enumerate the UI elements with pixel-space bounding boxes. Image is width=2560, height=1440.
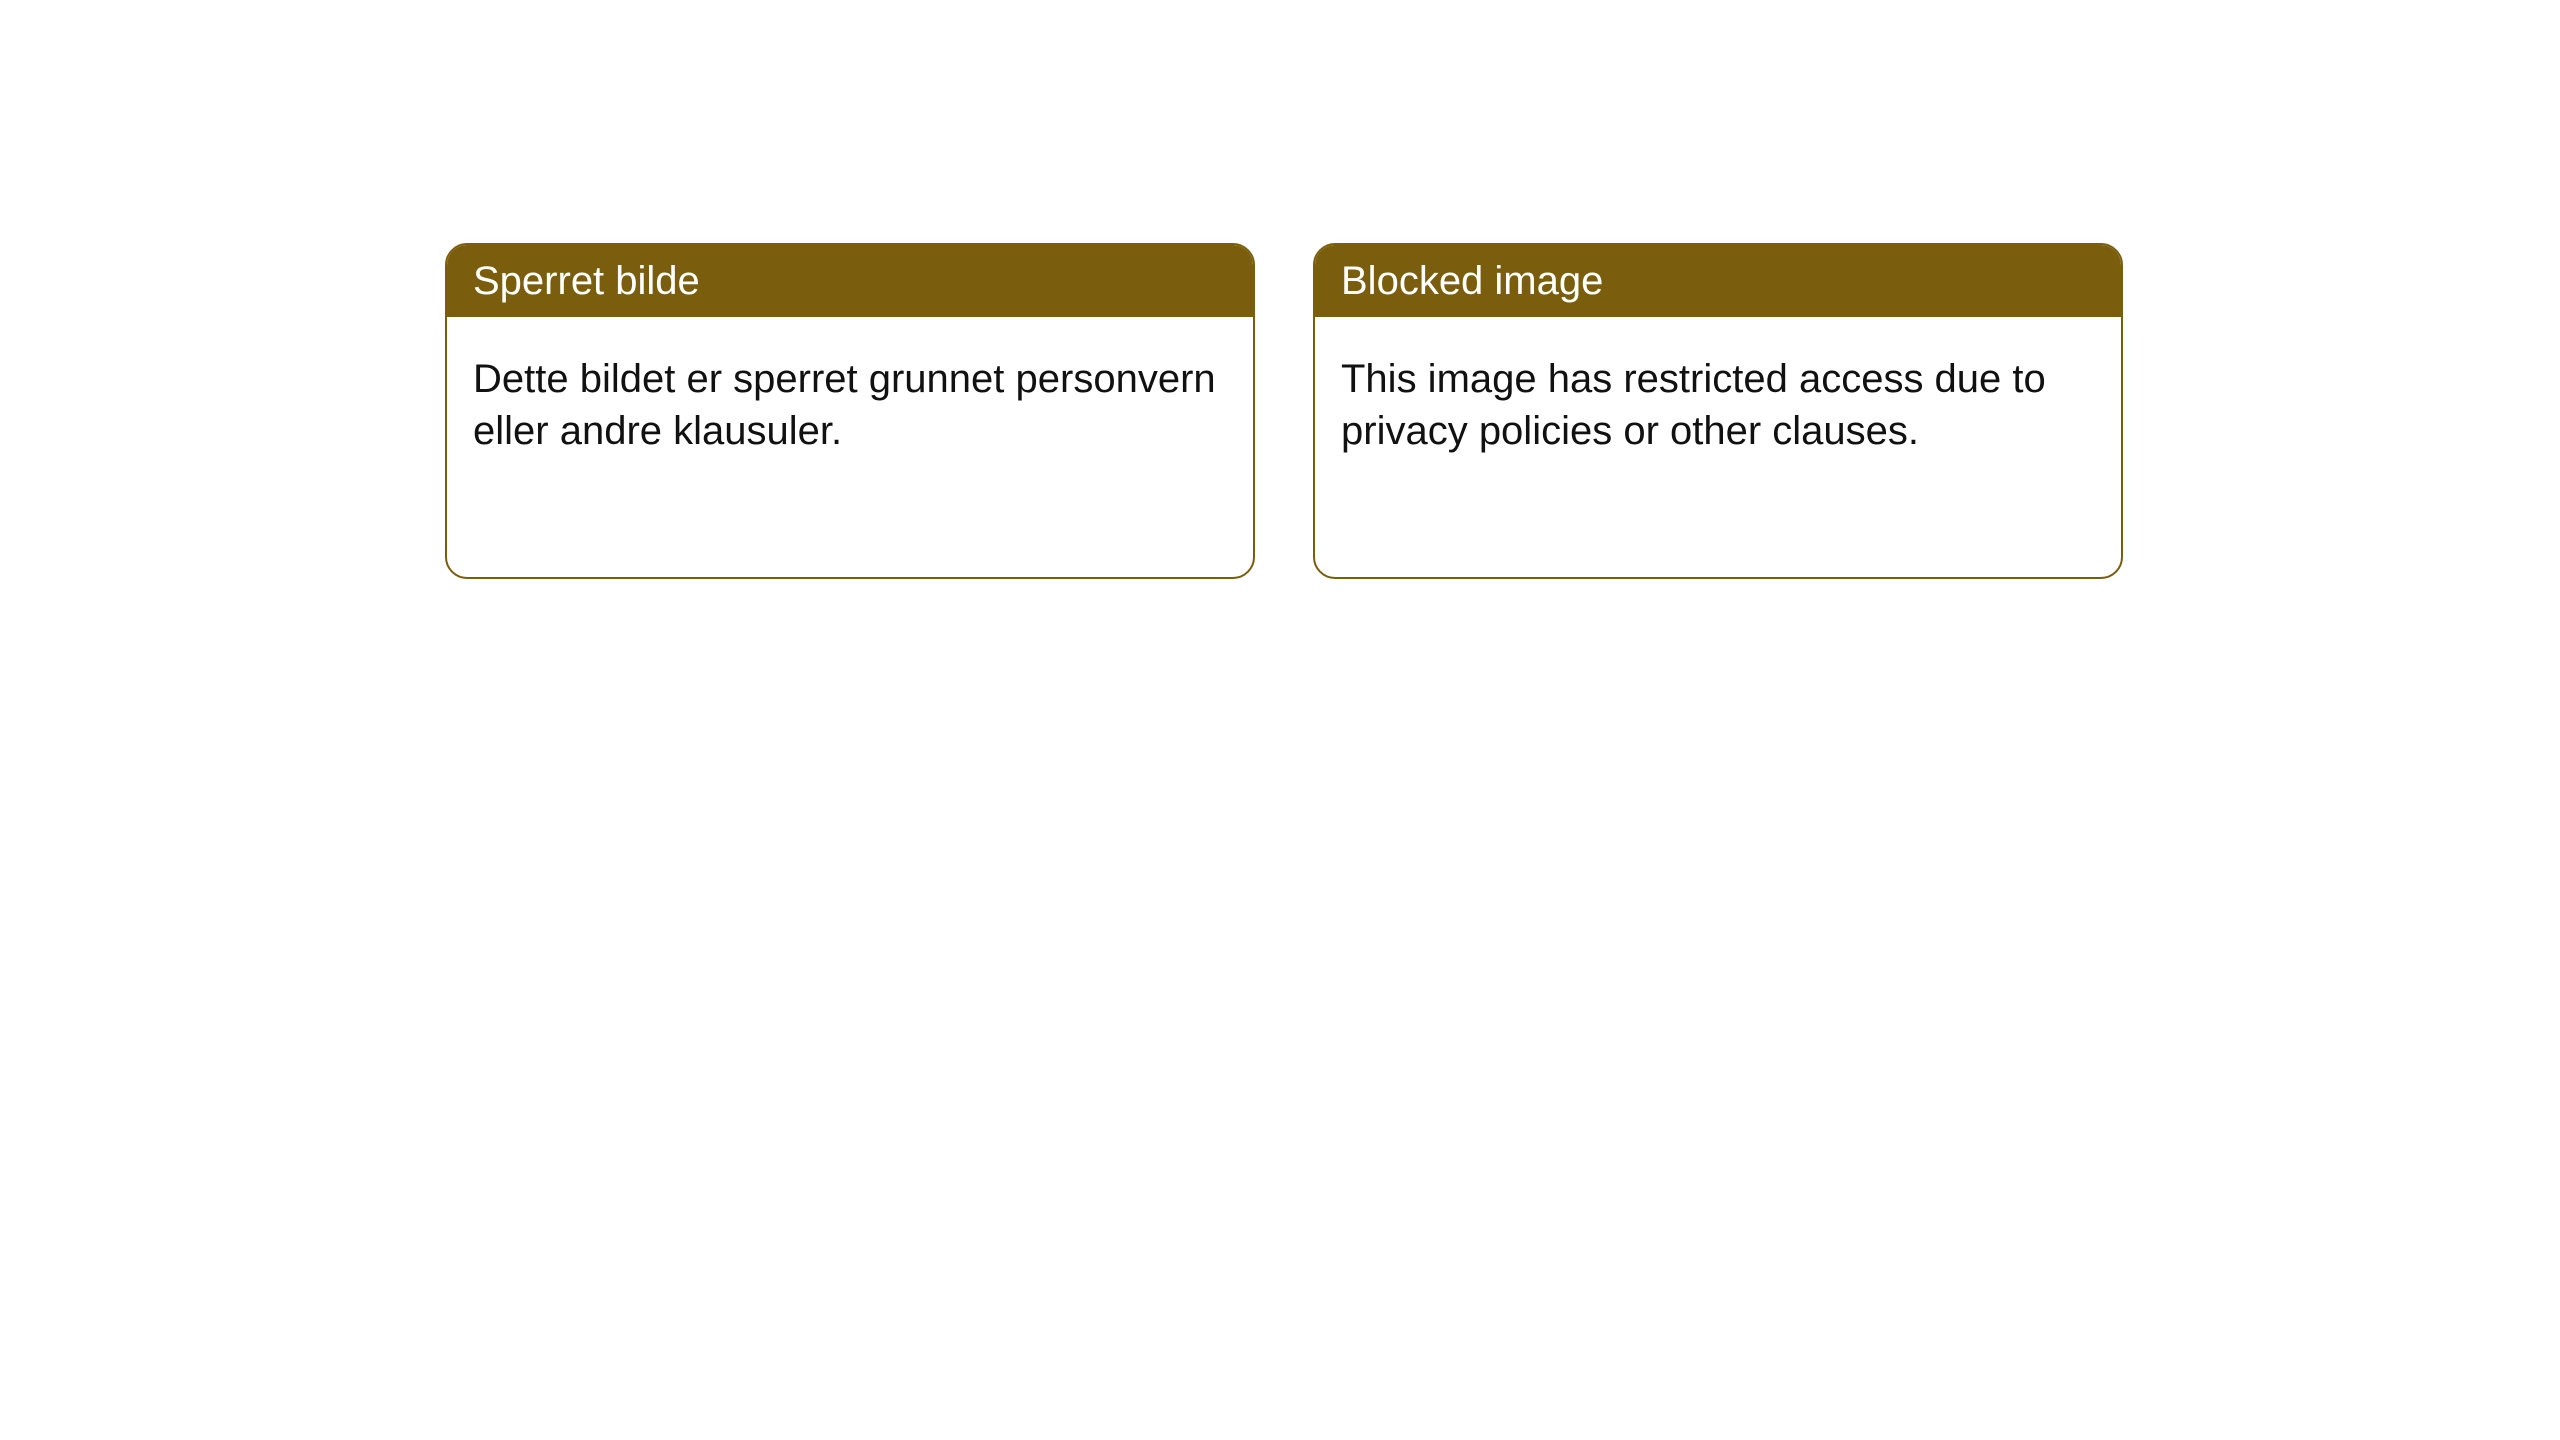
card-header-nb: Sperret bilde	[447, 245, 1253, 317]
blocked-image-card-en: Blocked image This image has restricted …	[1313, 243, 2123, 579]
card-text-nb: Dette bildet er sperret grunnet personve…	[473, 357, 1216, 453]
card-title-nb: Sperret bilde	[473, 259, 700, 303]
card-header-en: Blocked image	[1315, 245, 2121, 317]
blocked-image-card-nb: Sperret bilde Dette bildet er sperret gr…	[445, 243, 1255, 579]
card-text-en: This image has restricted access due to …	[1341, 357, 2046, 453]
notice-container: Sperret bilde Dette bildet er sperret gr…	[445, 243, 2123, 579]
card-body-en: This image has restricted access due to …	[1315, 317, 2121, 493]
card-title-en: Blocked image	[1341, 259, 1603, 303]
card-body-nb: Dette bildet er sperret grunnet personve…	[447, 317, 1253, 493]
